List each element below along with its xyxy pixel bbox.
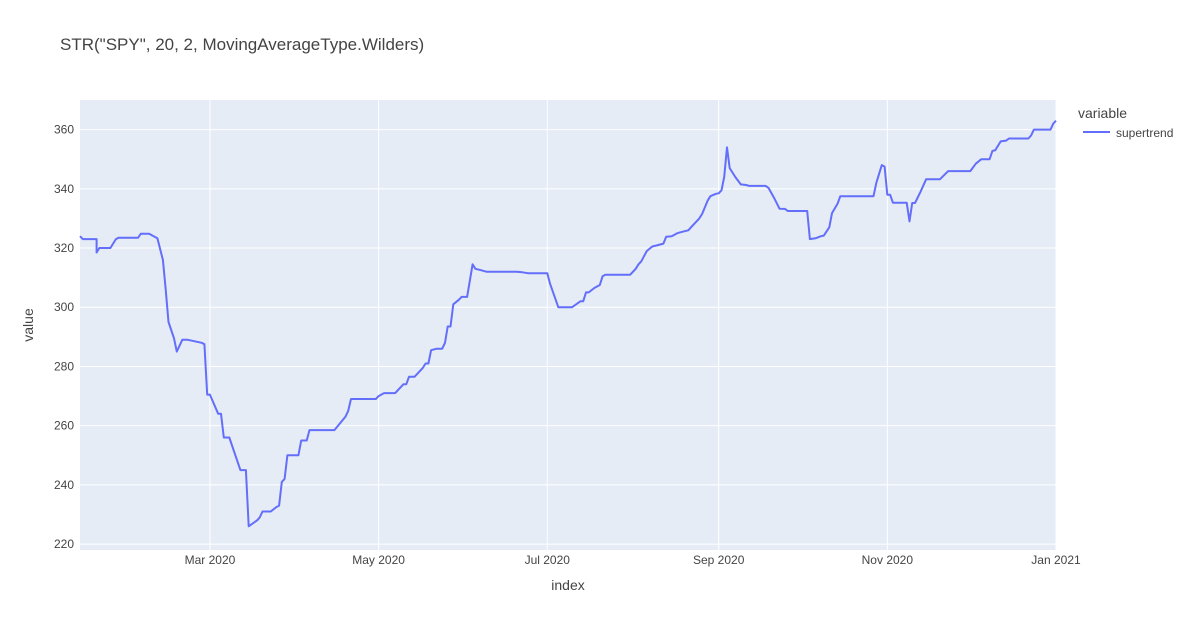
- y-tick-label: 240: [54, 478, 74, 492]
- legend: variable supertrend: [1078, 105, 1173, 140]
- x-tick-labels: Mar 2020 May 2020 Jul 2020 Sep 2020 Nov 2020…: [185, 553, 1081, 567]
- y-axis-label: value: [20, 308, 36, 342]
- y-tick-label: 340: [54, 182, 74, 196]
- y-tick-label: 260: [54, 419, 74, 433]
- y-tick-label: 220: [54, 537, 74, 551]
- x-tick-label: Jan 2021: [1031, 553, 1081, 567]
- series-lines: [79, 120, 1057, 528]
- y-tick-label: 280: [54, 359, 74, 373]
- series-line-supertrend: [79, 120, 1057, 528]
- x-tick-label: Sep 2020: [693, 553, 745, 567]
- chart-title: STR("SPY", 20, 2, MovingAverageType.Wild…: [60, 35, 424, 54]
- x-axis-label: index: [551, 577, 584, 593]
- y-tick-label: 300: [54, 300, 74, 314]
- plot-area: [80, 100, 1056, 550]
- x-tick-label: Nov 2020: [862, 553, 914, 567]
- x-gridlines: [209, 100, 1057, 550]
- legend-label-supertrend: supertrend: [1116, 126, 1173, 140]
- y-tick-label: 360: [54, 123, 74, 137]
- x-tick-label: Jul 2020: [525, 553, 571, 567]
- legend-title: variable: [1078, 105, 1127, 121]
- y-tick-labels: 220 240 260 280 300 320 340 360: [54, 123, 74, 551]
- y-tick-label: 320: [54, 241, 74, 255]
- x-tick-label: Mar 2020: [185, 553, 236, 567]
- x-tick-label: May 2020: [352, 553, 405, 567]
